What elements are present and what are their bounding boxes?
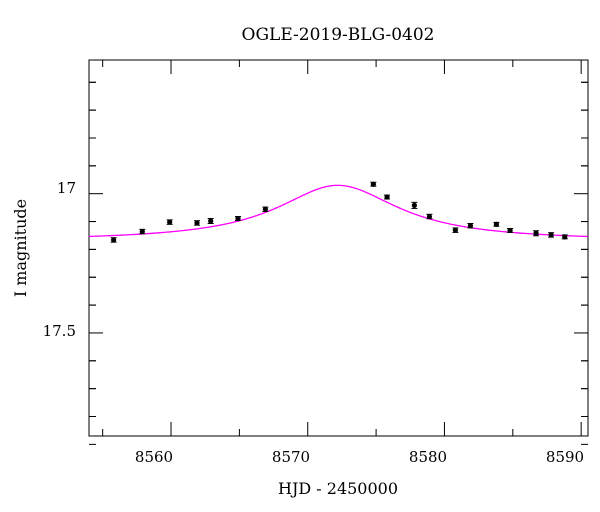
point-marker <box>493 221 500 227</box>
data-point <box>493 221 500 227</box>
point-marker <box>235 215 241 222</box>
y-tick-label-17-5: 17.5 <box>43 322 76 340</box>
point-marker <box>262 206 268 212</box>
data-point <box>166 219 173 225</box>
data-point <box>110 237 117 243</box>
data-point <box>235 215 242 222</box>
data-point <box>561 234 568 240</box>
data-point <box>411 201 418 209</box>
data-point <box>139 228 146 235</box>
data-point <box>426 213 433 220</box>
x-tick-label-8580: 8580 <box>409 448 447 466</box>
point-marker <box>426 213 433 220</box>
x-axis-label: HJD - 2450000 <box>278 479 398 498</box>
data-point <box>507 227 514 234</box>
data-point <box>467 222 474 229</box>
data-point <box>262 206 269 213</box>
x-tick-label-8570: 8570 <box>272 448 310 466</box>
data-point <box>533 230 540 237</box>
chart-title: OGLE-2019-BLG-0402 <box>242 25 435 45</box>
y-tick-label-17: 17 <box>57 179 76 197</box>
point-marker <box>194 220 200 226</box>
point-marker <box>167 219 173 225</box>
point-marker <box>452 227 458 233</box>
tick-labels: 8560 8570 8580 8590 17 17.5 <box>43 179 585 466</box>
data-point <box>370 181 377 187</box>
data-point <box>548 232 555 238</box>
data-point <box>207 217 214 224</box>
point-marker <box>548 232 554 238</box>
data-point <box>384 194 391 200</box>
point-marker <box>507 227 513 234</box>
plot-frame <box>88 59 589 437</box>
y-axis-label: I magnitude <box>11 199 30 297</box>
point-marker <box>370 181 376 187</box>
model-curve <box>89 184 588 238</box>
x-tick-label-8560: 8560 <box>135 448 173 466</box>
data-points <box>110 181 568 243</box>
point-marker <box>533 230 539 236</box>
ticks-layer <box>89 60 588 445</box>
point-marker <box>384 194 390 200</box>
point-marker <box>467 223 474 229</box>
point-marker <box>139 228 145 235</box>
point-marker <box>562 234 568 240</box>
point-marker <box>111 237 117 243</box>
x-tick-label-8590: 8590 <box>546 448 584 466</box>
data-point <box>452 227 459 233</box>
point-marker <box>208 218 214 224</box>
point-marker <box>411 202 417 208</box>
data-point <box>194 220 201 226</box>
